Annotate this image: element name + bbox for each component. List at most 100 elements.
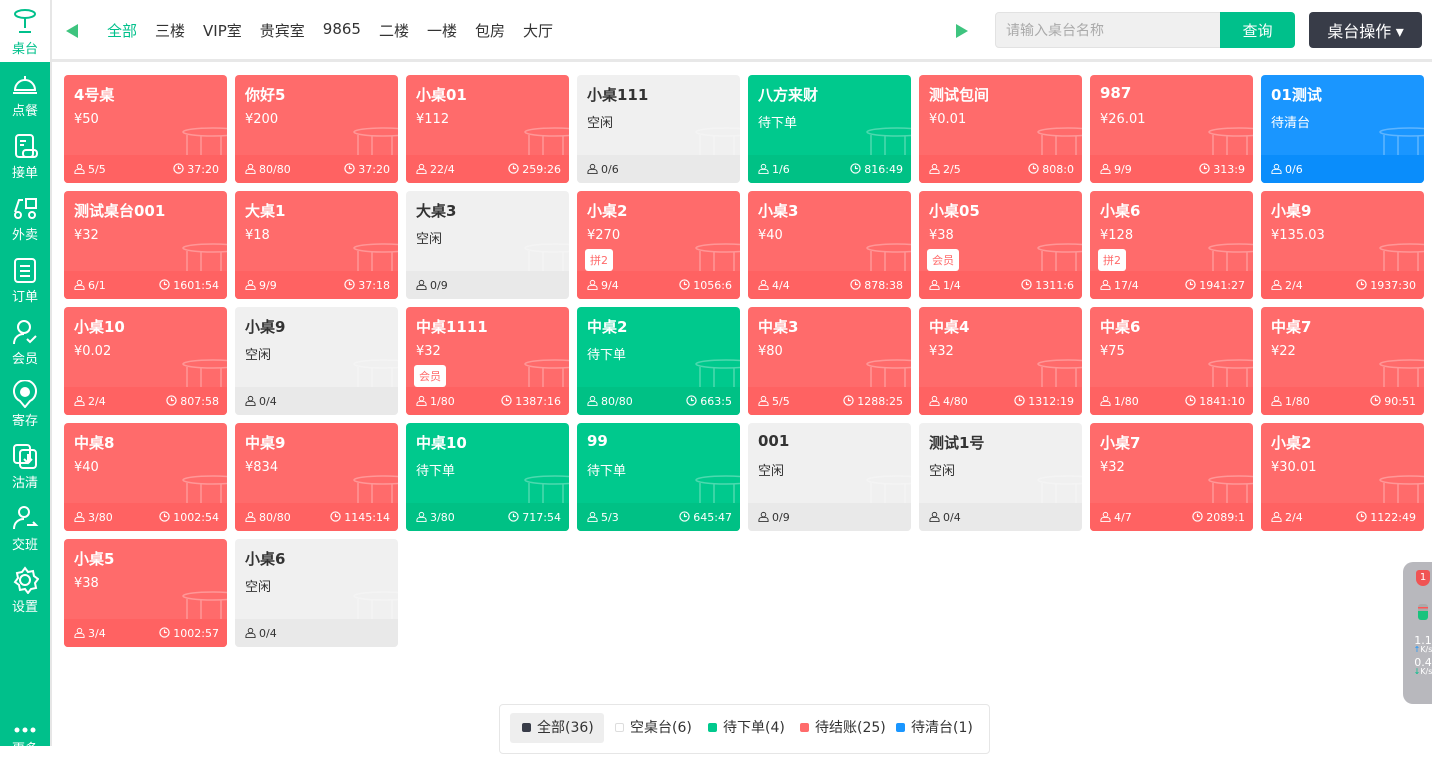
person-icon bbox=[245, 163, 256, 174]
table-card-footer: 3/4 1002:57 bbox=[64, 619, 227, 647]
table-card[interactable]: 测试包间 ¥0.01 2/5 808:0 bbox=[919, 75, 1082, 183]
status-filter-0[interactable]: 全部(36) bbox=[510, 713, 604, 743]
sidebar-item-member[interactable]: 会员 bbox=[0, 310, 50, 372]
sidebar-item-shift-change[interactable]: 交班 bbox=[0, 496, 50, 558]
status-filter-1[interactable]: 空桌台(6) bbox=[603, 713, 702, 743]
person-icon bbox=[1100, 279, 1111, 290]
query-button[interactable]: 查询 bbox=[1220, 12, 1295, 48]
table-card[interactable]: 测试桌台001 ¥32 6/1 1601:54 bbox=[64, 191, 227, 299]
table-card[interactable]: 大桌3 空闲 0/9 bbox=[406, 191, 569, 299]
table-card[interactable]: 小桌10 ¥0.02 2/4 807:58 bbox=[64, 307, 227, 415]
table-card[interactable]: 中桌9 ¥834 80/80 1145:14 bbox=[235, 423, 398, 531]
tabs-prev-arrow-icon[interactable] bbox=[66, 24, 78, 38]
table-card[interactable]: 小桌3 ¥40 4/4 878:38 bbox=[748, 191, 911, 299]
table-card[interactable]: 小桌7 ¥32 4/7 2089:1 bbox=[1090, 423, 1253, 531]
clock-icon bbox=[850, 163, 861, 174]
table-card[interactable]: 001 空闲 0/9 bbox=[748, 423, 911, 531]
tab-0[interactable]: 全部 bbox=[107, 22, 138, 40]
elapsed-time: 1941:27 bbox=[1185, 279, 1245, 292]
table-card-footer: 22/4 259:26 bbox=[406, 155, 569, 183]
table-card[interactable]: 小桌5 ¥38 3/4 1002:57 bbox=[64, 539, 227, 647]
clock-icon bbox=[843, 395, 854, 406]
tab-4[interactable]: 9865 bbox=[322, 20, 361, 38]
table-card[interactable]: 小桌9 ¥135.03 2/4 1937:30 bbox=[1261, 191, 1424, 299]
guest-count: 9/9 bbox=[1100, 163, 1132, 176]
table-card[interactable]: 中桌2 待下单 80/80 663:5 bbox=[577, 307, 740, 415]
table-card[interactable]: 测试1号 空闲 0/4 bbox=[919, 423, 1082, 531]
table-card[interactable]: 小桌111 空闲 0/6 bbox=[577, 75, 740, 183]
table-name: 测试包间 bbox=[929, 86, 990, 104]
table-operations-dropdown[interactable]: 桌台操作 ▾ bbox=[1309, 12, 1422, 48]
table-status-value: 待下单 bbox=[587, 464, 627, 479]
table-name: 99 bbox=[587, 432, 608, 450]
sidebar-item-clipboard[interactable]: 订单 bbox=[0, 248, 50, 310]
security-badge-icon: 1 bbox=[1416, 570, 1430, 586]
table-card[interactable]: 01测试 待清台 0/6 bbox=[1261, 75, 1424, 183]
sidebar-item-more[interactable]: 更多 bbox=[0, 700, 50, 762]
clock-icon bbox=[1199, 163, 1210, 174]
sidebar-item-storage-pin[interactable]: 寄存 bbox=[0, 372, 50, 434]
tab-1[interactable]: 三楼 bbox=[155, 22, 186, 40]
guest-count: 5/5 bbox=[74, 163, 106, 176]
sidebar-item-gear[interactable]: 设置 bbox=[0, 558, 50, 620]
table-card[interactable]: 大桌1 ¥18 9/9 37:18 bbox=[235, 191, 398, 299]
tab-5[interactable]: 二楼 bbox=[378, 22, 409, 40]
elapsed-time: 808:0 bbox=[1028, 163, 1074, 176]
table-illustration-icon bbox=[1208, 243, 1253, 273]
table-card[interactable]: 中桌3 ¥80 5/5 1288:25 bbox=[748, 307, 911, 415]
tab-3[interactable]: 贵宾室 bbox=[259, 22, 305, 40]
sidebar-item-cloche[interactable]: 点餐 bbox=[0, 62, 50, 124]
table-illustration-icon bbox=[182, 127, 227, 157]
tabs-next-arrow-icon[interactable] bbox=[956, 24, 968, 38]
memory-gauge-icon bbox=[1418, 604, 1428, 620]
table-card[interactable]: 小桌2 ¥270 拼2 9/4 1056:6 bbox=[577, 191, 740, 299]
sidebar-item-order-receive[interactable]: 接单 bbox=[0, 124, 50, 186]
table-illustration-icon bbox=[353, 243, 398, 273]
status-filter-4[interactable]: 待清台(1) bbox=[884, 713, 983, 743]
table-card[interactable]: 4号桌 ¥50 5/5 37:20 bbox=[64, 75, 227, 183]
table-card[interactable]: 小桌6 空闲 0/4 bbox=[235, 539, 398, 647]
table-card[interactable]: 小桌9 空闲 0/4 bbox=[235, 307, 398, 415]
table-card[interactable]: 小桌05 ¥38 会员 1/4 1311:6 bbox=[919, 191, 1082, 299]
sidebar-item-scooter[interactable]: 外卖 bbox=[0, 186, 50, 248]
table-card[interactable]: 八方来财 待下单 1/6 816:49 bbox=[748, 75, 911, 183]
elapsed-time: 37:20 bbox=[344, 163, 390, 176]
table-card-footer: 1/4 1311:6 bbox=[919, 271, 1082, 299]
table-illustration-icon bbox=[353, 591, 398, 621]
table-card[interactable]: 中桌7 ¥22 1/80 90:51 bbox=[1261, 307, 1424, 415]
table-card[interactable]: 99 待下单 5/3 645:47 bbox=[577, 423, 740, 531]
table-card-footer: 4/80 1312:19 bbox=[919, 387, 1082, 415]
table-card[interactable]: 小桌2 ¥30.01 2/4 1122:49 bbox=[1261, 423, 1424, 531]
table-card[interactable]: 中桌1111 ¥32 会员 1/80 1387:16 bbox=[406, 307, 569, 415]
table-card[interactable]: 中桌6 ¥75 1/80 1841:10 bbox=[1090, 307, 1253, 415]
table-card[interactable]: 中桌4 ¥32 4/80 1312:19 bbox=[919, 307, 1082, 415]
table-tag-badge: 会员 bbox=[414, 365, 446, 387]
tab-6[interactable]: 一楼 bbox=[426, 22, 457, 40]
table-card[interactable]: 你好5 ¥200 80/80 37:20 bbox=[235, 75, 398, 183]
guest-count: 1/4 bbox=[929, 279, 961, 292]
table-status-value: 待下单 bbox=[587, 348, 627, 363]
clock-icon bbox=[344, 279, 355, 290]
table-card[interactable]: 中桌10 待下单 3/80 717:54 bbox=[406, 423, 569, 531]
elapsed-time: 1056:6 bbox=[679, 279, 732, 292]
tab-2[interactable]: VIP室 bbox=[203, 22, 242, 40]
clock-icon bbox=[1021, 279, 1032, 290]
sidebar-item-label: 交班 bbox=[11, 538, 38, 553]
table-card[interactable]: 中桌8 ¥40 3/80 1002:54 bbox=[64, 423, 227, 531]
table-card[interactable]: 小桌6 ¥128 拼2 17/4 1941:27 bbox=[1090, 191, 1253, 299]
sidebar-item-table[interactable]: 桌台 bbox=[0, 0, 50, 62]
table-status-value: ¥26.01 bbox=[1100, 112, 1146, 127]
table-card[interactable]: 987 ¥26.01 9/9 313:9 bbox=[1090, 75, 1253, 183]
floating-network-widget[interactable]: 1 1.1 ↑K/s 0.4 ↓K/s bbox=[1403, 562, 1432, 704]
tab-8[interactable]: 大厅 bbox=[523, 22, 554, 40]
sidebar-item-label: 桌台 bbox=[11, 42, 38, 57]
status-filter-label: 空桌台(6) bbox=[630, 720, 692, 736]
status-filter-3[interactable]: 待结账(25) bbox=[788, 713, 896, 743]
status-filter-2[interactable]: 待下单(4) bbox=[696, 713, 795, 743]
guest-count: 0/6 bbox=[587, 163, 619, 176]
table-card[interactable]: 小桌01 ¥112 22/4 259:26 bbox=[406, 75, 569, 183]
table-search-input[interactable] bbox=[995, 12, 1221, 48]
tab-7[interactable]: 包房 bbox=[475, 22, 506, 40]
sidebar-item-sold-out[interactable]: 沽清 bbox=[0, 434, 50, 496]
clock-icon bbox=[173, 163, 184, 174]
